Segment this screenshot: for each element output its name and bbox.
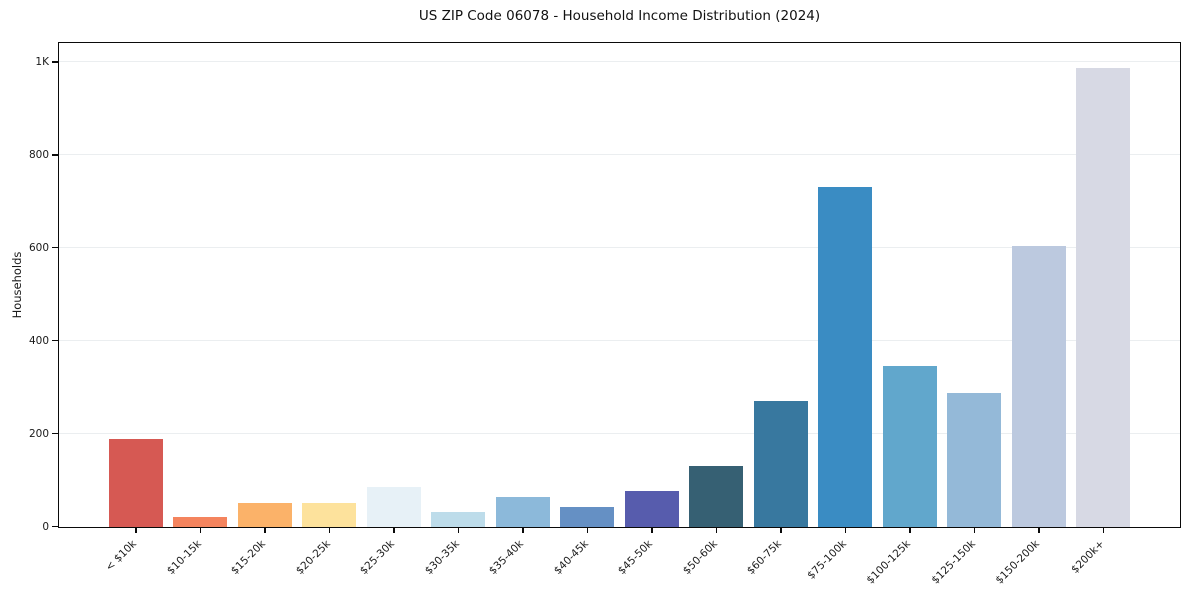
x-tick-mark-125-150k bbox=[973, 527, 976, 533]
bar-20-25k bbox=[302, 502, 356, 527]
x-tick-mark-15-20k bbox=[264, 527, 266, 533]
y-tick-label-600: 600 bbox=[28, 241, 49, 254]
bar-150-200k bbox=[1011, 246, 1066, 527]
y-tick-label-800: 800 bbox=[28, 148, 49, 161]
x-tick-mark-45-50k bbox=[651, 527, 653, 533]
bar-45-50k bbox=[624, 490, 679, 527]
y-tick-mark-200 bbox=[52, 432, 58, 435]
x-tick-mark-60-75k bbox=[780, 527, 782, 533]
bar-10k bbox=[108, 438, 163, 527]
bar-60-75k bbox=[753, 401, 808, 527]
y-tick-mark-400 bbox=[52, 340, 58, 342]
gridline-1000 bbox=[59, 61, 1180, 63]
x-tick-mark-10-15k bbox=[199, 527, 202, 533]
bar-35-40k bbox=[495, 496, 550, 527]
bar-75-100k bbox=[818, 186, 872, 527]
x-tick-mark-20-25k bbox=[328, 527, 331, 533]
bar-25-30k bbox=[366, 486, 421, 527]
y-axis-label: Households bbox=[10, 251, 24, 319]
chart-title: US ZIP Code 06078 - Household Income Dis… bbox=[418, 8, 821, 24]
y-tick-mark-800 bbox=[52, 154, 58, 156]
gridline-400 bbox=[59, 339, 1180, 341]
y-tick-mark-0 bbox=[52, 525, 58, 528]
x-tick-mark-75-100k bbox=[844, 527, 847, 533]
y-tick-label-1000: 1K bbox=[35, 56, 49, 69]
y-tick-mark-600 bbox=[52, 247, 58, 249]
gridline-800 bbox=[59, 153, 1180, 155]
x-tick-mark-35-40k bbox=[522, 527, 524, 533]
bar-125-150k bbox=[947, 392, 1001, 527]
bar-100-125k bbox=[882, 365, 937, 527]
y-tick-label-0: 0 bbox=[42, 520, 49, 533]
bar-10-15k bbox=[173, 516, 227, 527]
x-tick-mark-40-45k bbox=[586, 527, 589, 533]
gridline-200 bbox=[59, 432, 1180, 434]
x-tick-mark-200k bbox=[1102, 527, 1105, 533]
bar-40-45k bbox=[560, 506, 614, 527]
x-tick-label-10k: < $10k bbox=[103, 537, 139, 574]
x-tick-mark-30-35k bbox=[457, 527, 460, 533]
y-tick-label-400: 400 bbox=[28, 334, 49, 347]
x-tick-mark-50-60k bbox=[715, 527, 718, 533]
plot-area bbox=[58, 42, 1181, 528]
x-tick-mark-100-125k bbox=[909, 527, 911, 533]
y-tick-mark-1000 bbox=[52, 61, 58, 63]
x-tick-mark-25-30k bbox=[393, 527, 395, 533]
y-tick-label-200: 200 bbox=[28, 427, 49, 440]
bar-50-60k bbox=[689, 466, 743, 527]
bar-30-35k bbox=[431, 511, 485, 527]
x-tick-mark-10k bbox=[135, 527, 137, 533]
gridline-600 bbox=[59, 246, 1180, 248]
bar-200k bbox=[1076, 67, 1130, 527]
bar-15-20k bbox=[237, 503, 292, 527]
x-tick-mark-150-200k bbox=[1038, 527, 1040, 533]
